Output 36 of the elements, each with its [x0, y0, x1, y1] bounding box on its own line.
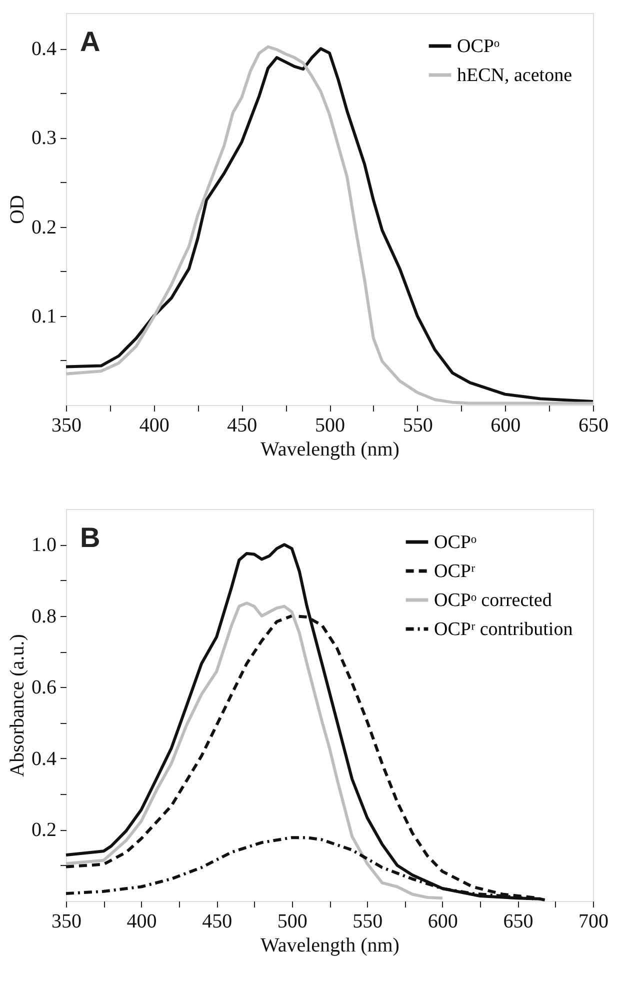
y-tick-label: 0.2 [32, 216, 56, 238]
x-tick-label: 600 [428, 910, 458, 932]
chart-title: A [80, 26, 100, 57]
chart-title: B [80, 522, 100, 553]
x-tick-label: 500 [315, 414, 345, 436]
y-tick-label: 0.4 [32, 748, 56, 770]
x-tick-label: 700 [578, 910, 608, 932]
legend-label: OCPᵒ [434, 532, 477, 553]
y-axis-title: Absorbance (a.u.) [6, 634, 28, 777]
x-axis-title: Wavelength (nm) [260, 934, 400, 956]
legend-label: OCPʳ contribution [434, 619, 574, 640]
legend-label: OCPʳ [434, 561, 476, 582]
x-tick-label: 450 [227, 414, 258, 436]
y-tick-label: 0.4 [32, 38, 56, 60]
y-tick-label: 0.8 [32, 605, 56, 628]
legend-label: OCPᵒ [457, 36, 500, 57]
y-tick-label: 1.0 [32, 534, 56, 556]
y-tick-label: 0.6 [32, 676, 56, 699]
x-tick-label: 550 [352, 910, 383, 932]
x-tick-label: 500 [277, 910, 308, 932]
x-tick-label: 650 [503, 910, 534, 932]
x-tick-label: 650 [578, 414, 608, 436]
y-tick-label: 0.2 [32, 819, 56, 842]
x-tick-label: 550 [402, 414, 433, 436]
x-tick-label: 600 [490, 414, 521, 436]
x-tick-label: 350 [52, 910, 82, 932]
y-tick-label: 0.1 [32, 305, 56, 328]
x-tick-label: 400 [126, 910, 157, 932]
y-tick-label: 0.3 [32, 127, 56, 150]
x-tick-label: 400 [139, 414, 170, 436]
y-axis-title: OD [6, 195, 28, 224]
x-axis-title: Wavelength (nm) [260, 438, 400, 460]
x-tick-label: 450 [202, 910, 232, 932]
legend-label: OCPᵒ corrected [434, 590, 552, 611]
legend-label: hECN, acetone [457, 65, 572, 86]
x-tick-label: 350 [52, 414, 82, 436]
